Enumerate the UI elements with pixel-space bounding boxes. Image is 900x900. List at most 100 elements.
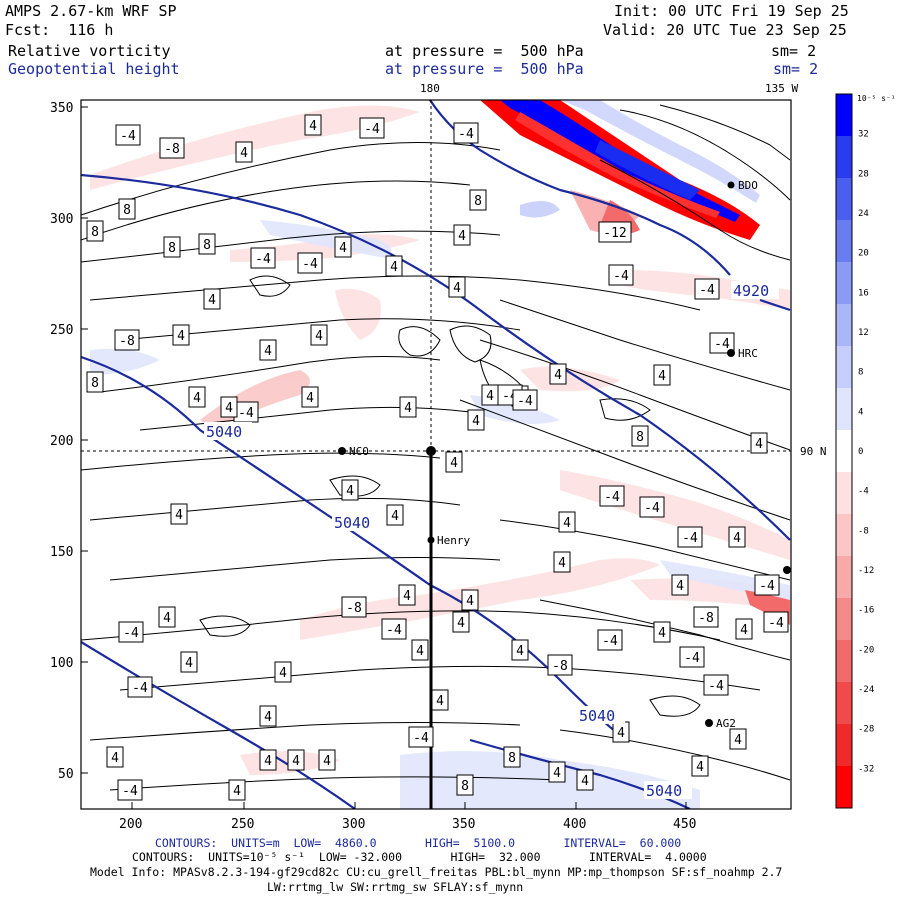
field1-smoothing: sm= 2 — [771, 42, 817, 60]
vorticity-label-text: -8 — [552, 659, 568, 674]
vorticity-label: 4 — [188, 386, 206, 408]
colorbar-label: -28 — [858, 725, 874, 735]
vorticity-label-text: -4 — [302, 257, 318, 272]
vorticity-label-text: 4 — [346, 484, 354, 499]
colorbar-label: 24 — [858, 209, 869, 219]
vorticity-label: -4 — [763, 611, 789, 633]
vorticity-label-text: 4 — [208, 293, 216, 308]
vorticity-label: -8 — [547, 654, 573, 676]
field2-name: Geopotential height — [8, 60, 180, 78]
x-tick-label: 350 — [452, 817, 475, 832]
vorticity-label: 4 — [411, 639, 429, 661]
footer-height-contours: CONTOURS: UNITS=m LOW= 4860.0 HIGH= 5100… — [155, 836, 682, 850]
vorticity-label: 4 — [445, 451, 463, 473]
vorticity-label: 8 — [86, 371, 104, 393]
vorticity-label: 4 — [576, 769, 594, 791]
vorticity-label: 4 — [461, 589, 479, 611]
vorticity-label-text: 4 — [617, 726, 625, 741]
y-tick-label: 300 — [50, 212, 73, 227]
y-tick-label: 350 — [50, 101, 73, 116]
vorticity-label-text: 4 — [563, 516, 571, 531]
vorticity-label-text: 4 — [581, 774, 589, 789]
vorticity-label: -4 — [115, 124, 141, 146]
height-labels: 5040 5040 5040 5040 4920 — [204, 281, 779, 800]
vorticity-label-text: 4 — [734, 733, 742, 748]
vorticity-label: 4 — [228, 779, 246, 801]
vorticity-label-text: 4 — [240, 146, 248, 161]
colorbar-label: 8 — [858, 368, 863, 378]
vorticity-label-text: -4 — [255, 252, 271, 267]
vorticity-label-text: 4 — [177, 329, 185, 344]
vorticity-label-text: 4 — [292, 754, 300, 769]
vorticity-label: 4 — [729, 728, 747, 750]
vorticity-label: -4 — [127, 676, 153, 698]
graticule-labels: 180 135 W 90 N — [420, 82, 827, 458]
vorticity-label: 4 — [318, 749, 336, 771]
y-tick-label: 50 — [58, 767, 74, 782]
vorticity-label: 4 — [259, 705, 277, 727]
vorticity-label: 4 — [467, 409, 485, 431]
height-label: 5040 — [579, 707, 615, 725]
vorticity-label-text: 4 — [323, 754, 331, 769]
vorticity-label-text: 4 — [264, 710, 272, 725]
lon-135w-label: 135 W — [765, 82, 798, 95]
vorticity-label: 4 — [274, 661, 292, 683]
vorticity-label: -8 — [114, 329, 140, 351]
vorticity-label: -8 — [693, 606, 719, 628]
vorticity-label-text: 4 — [279, 666, 287, 681]
colorbar-cell — [836, 304, 852, 347]
vorticity-label-text: -4 — [123, 626, 139, 641]
vorticity-label: -4 — [703, 674, 729, 696]
colorbar-cell — [836, 388, 852, 431]
vorticity-label-text: 4 — [315, 329, 323, 344]
field2-smoothing: sm= 2 — [773, 60, 819, 78]
vorticity-label: 4 — [653, 364, 671, 386]
lat-90n-label: 90 N — [800, 445, 827, 458]
vorticity-label-text: -8 — [164, 142, 180, 157]
vorticity-label: 4 — [481, 384, 499, 406]
vorticity-label-text: 4 — [554, 368, 562, 383]
vorticity-label-text: -4 — [364, 122, 380, 137]
station-marker — [705, 719, 713, 727]
valid-time: Valid: 20 UTC Tue 23 Sep 25 — [603, 21, 847, 39]
vorticity-label-text: 8 — [203, 238, 211, 253]
vorticity-label: 4 — [220, 396, 238, 418]
vorticity-label-text: -8 — [698, 611, 714, 626]
vorticity-label: -4 — [359, 117, 385, 139]
vorticity-label-text: -4 — [684, 651, 700, 666]
colorbar-cell — [836, 640, 852, 683]
vorticity-label: -4 — [639, 496, 665, 518]
colorbar-label: -12 — [858, 566, 874, 576]
stations: NCO Henry HRC AG2 BDO — [338, 179, 791, 730]
vorticity-label: -4 — [694, 278, 720, 300]
plot-frame — [80, 99, 792, 810]
vorticity-label: 4 — [398, 584, 416, 606]
vorticity-label-text: 4 — [309, 119, 317, 134]
vorticity-label-text: -4 — [122, 784, 138, 799]
vorticity-label: -4 — [608, 264, 634, 286]
colorbar-label: 12 — [858, 328, 869, 338]
vorticity-label: 4 — [549, 363, 567, 385]
vorticity-label-text: -4 — [413, 731, 429, 746]
vorticity-label-text: 4 — [458, 229, 466, 244]
vorticity-label-text: 4 — [436, 694, 444, 709]
vorticity-label: 4 — [653, 621, 671, 643]
vorticity-label-text: -4 — [613, 269, 629, 284]
vorticity-label: 4 — [548, 761, 566, 783]
vorticity-label: -8 — [341, 596, 367, 618]
vorticity-label-text: 4 — [453, 281, 461, 296]
vorticity-label-text: 4 — [733, 531, 741, 546]
colorbar-cell — [836, 430, 852, 473]
vorticity-label-text: 4 — [264, 344, 272, 359]
vorticity-label: 8 — [118, 198, 136, 220]
vorticity-label: -4 — [408, 726, 434, 748]
vorticity-label: 4 — [172, 324, 190, 346]
vorticity-label-text: 4 — [658, 626, 666, 641]
vorticity-label-text: 4 — [193, 391, 201, 406]
y-tick-label: 150 — [50, 545, 73, 560]
vorticity-label: 4 — [385, 255, 403, 277]
colorbar-label: -4 — [858, 487, 869, 497]
init-time: Init: 00 UTC Fri 19 Sep 25 — [614, 2, 849, 20]
vorticity-label-text: 4 — [111, 751, 119, 766]
vorticity-label-text: 4 — [403, 589, 411, 604]
